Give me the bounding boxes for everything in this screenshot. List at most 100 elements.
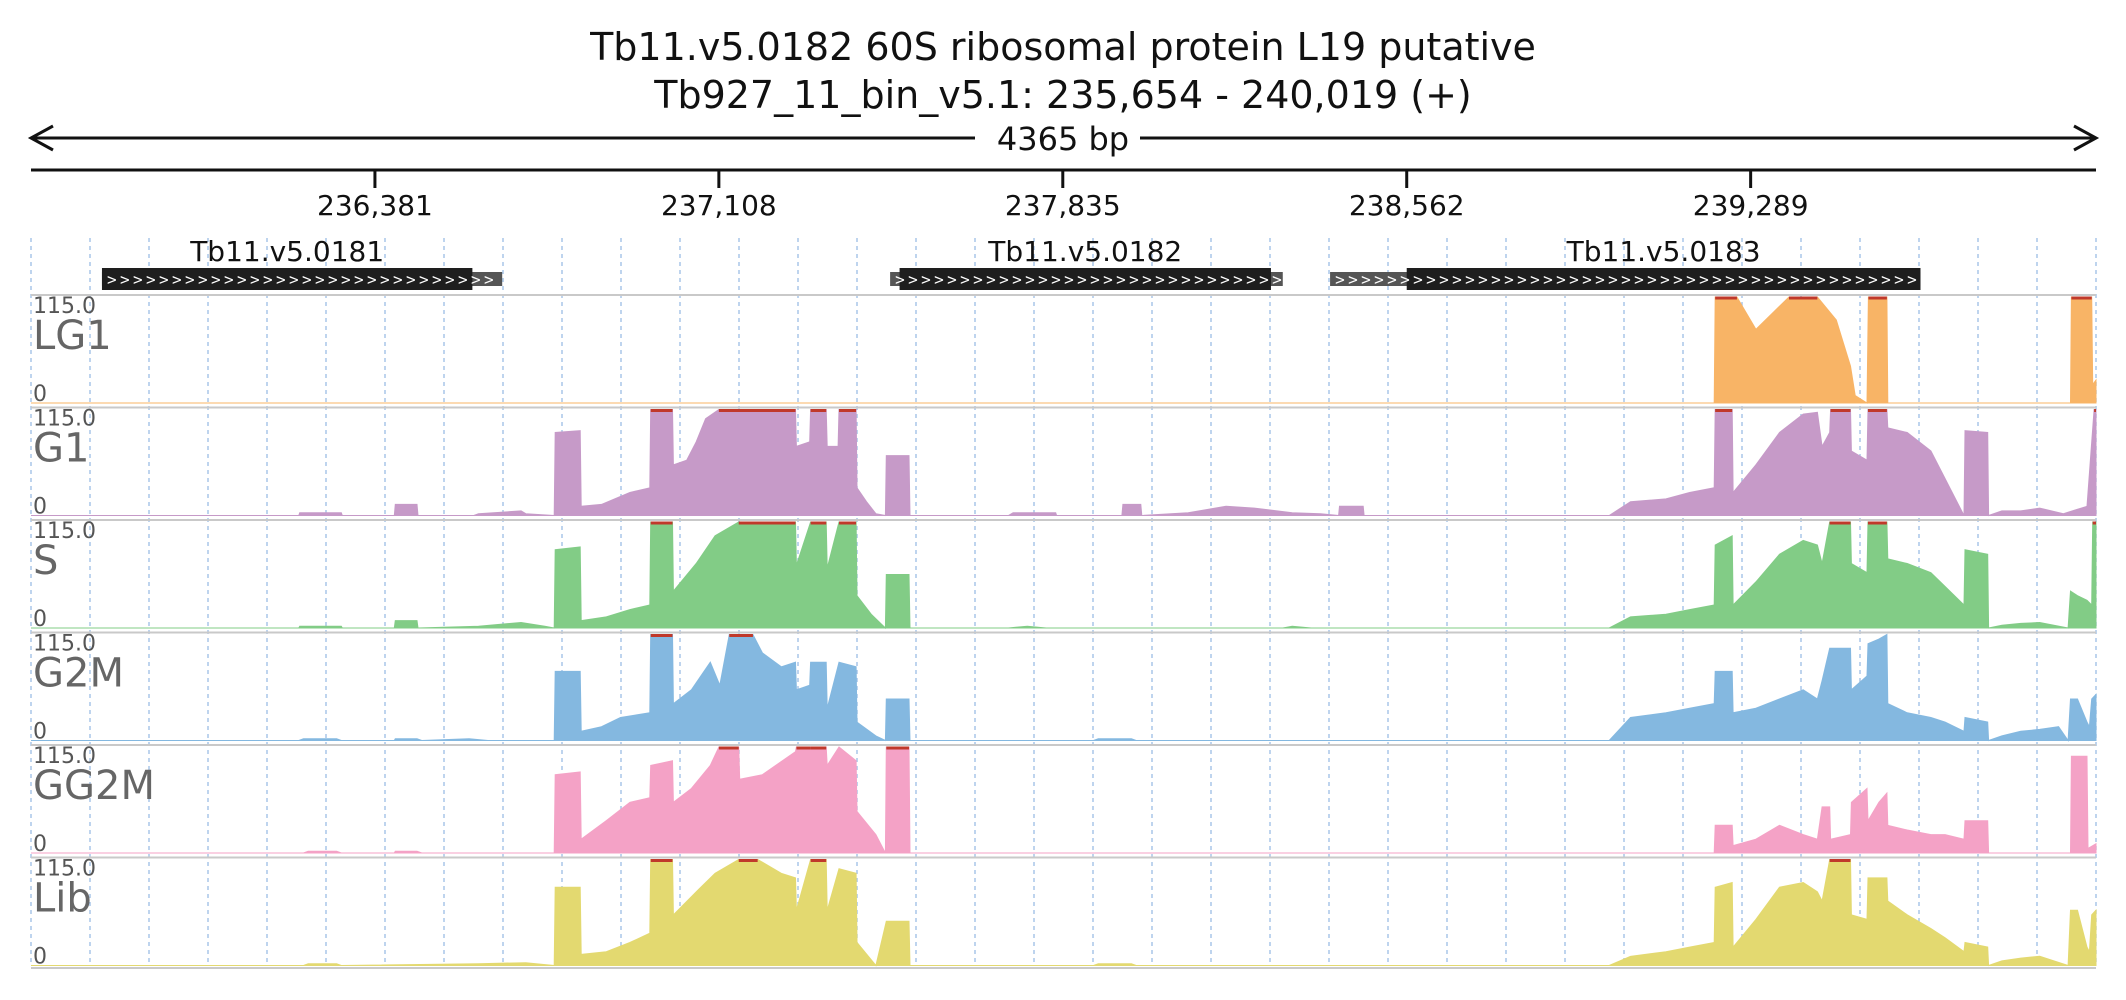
track-s: 115.0S 0: [31, 519, 2097, 632]
chart-subtitle: Tb927_11_bin_v5.1: 235,654 - 240,019 (+): [653, 73, 1472, 117]
strand-arrow: >: [341, 270, 351, 289]
strand-arrow: >: [1829, 270, 1839, 289]
track-name: GG2M: [33, 763, 155, 809]
strand-arrow: >: [947, 270, 957, 289]
strand-arrow: >: [1452, 270, 1462, 289]
strand-arrow: >: [276, 270, 286, 289]
strand-arrow: >: [1647, 270, 1657, 289]
strand-arrow: >: [1207, 270, 1217, 289]
strand-arrow: >: [1777, 270, 1787, 289]
track-name: LG1: [33, 313, 112, 359]
y-max-label: 115.0: [33, 632, 96, 657]
span-label: 4365 bp: [997, 120, 1129, 158]
track-name: G2M: [33, 651, 124, 697]
y-min-label: 0: [33, 720, 47, 745]
strand-arrow: >: [380, 270, 390, 289]
strand-arrow: >: [1660, 270, 1670, 289]
y-min-label: 0: [33, 495, 47, 520]
strand-arrow: >: [1116, 270, 1126, 289]
track-g1: 115.0G1 0: [31, 406, 2097, 520]
strand-arrow: >: [1907, 270, 1917, 289]
strand-arrow: >: [133, 270, 143, 289]
strand-arrow: >: [1064, 270, 1074, 289]
strand-arrow: >: [1816, 270, 1826, 289]
strand-arrow: >: [1881, 270, 1891, 289]
strand-arrow: >: [1894, 270, 1904, 289]
strand-arrow: >: [1374, 270, 1384, 289]
strand-arrow: >: [1246, 270, 1256, 289]
strand-arrow: >: [1621, 270, 1631, 289]
gene-cds: [899, 268, 1271, 290]
strand-arrow: >: [1608, 270, 1618, 289]
strand-arrow: >: [1038, 270, 1048, 289]
x-tick-label: 237,108: [661, 189, 777, 222]
strand-arrow: >: [1051, 270, 1061, 289]
strand-arrow: >: [1272, 270, 1282, 289]
strand-arrow: >: [1569, 270, 1579, 289]
strand-arrow: >: [484, 270, 494, 289]
strand-arrow: >: [1556, 270, 1566, 289]
strand-arrow: >: [973, 270, 983, 289]
strand-arrow: >: [1168, 270, 1178, 289]
strand-arrow: >: [432, 270, 442, 289]
x-axis: 236,381 237,108 237,835 238,562 239,289: [31, 168, 2096, 222]
y-max-label: 115.0: [33, 407, 96, 432]
strand-arrow: >: [1155, 270, 1165, 289]
strand-arrow: >: [1803, 270, 1813, 289]
strand-arrow: >: [1699, 270, 1709, 289]
track-name: S: [33, 538, 58, 584]
gene-label: Tb11.v5.0181: [189, 235, 384, 268]
strand-arrow: >: [419, 270, 429, 289]
strand-arrow: >: [1194, 270, 1204, 289]
strand-arrow: >: [393, 270, 403, 289]
strand-arrow: >: [120, 270, 130, 289]
strand-arrow: >: [289, 270, 299, 289]
strand-arrow: >: [1090, 270, 1100, 289]
strand-arrow: >: [1751, 270, 1761, 289]
strand-arrow: >: [328, 270, 338, 289]
strand-arrow: >: [1595, 270, 1605, 289]
strand-arrow: >: [1543, 270, 1553, 289]
strand-arrow: >: [1426, 270, 1436, 289]
strand-arrow: >: [1530, 270, 1540, 289]
y-max-label: 115.0: [33, 857, 96, 882]
strand-arrow: >: [1764, 270, 1774, 289]
strand-arrow: >: [1361, 270, 1371, 289]
strand-arrow: >: [1725, 270, 1735, 289]
y-min-label: 0: [33, 945, 47, 970]
strand-arrow: >: [1634, 270, 1644, 289]
strand-arrow: >: [1103, 270, 1113, 289]
strand-arrow: >: [1855, 270, 1865, 289]
strand-arrow: >: [1478, 270, 1488, 289]
strand-arrow: >: [934, 270, 944, 289]
strand-arrow: >: [445, 270, 455, 289]
strand-arrow: >: [263, 270, 273, 289]
coverage-area: [31, 746, 2097, 854]
strand-arrow: >: [1673, 270, 1683, 289]
y-min-label: 0: [33, 382, 47, 407]
gene-label: Tb11.v5.0182: [987, 235, 1182, 268]
strand-arrow: >: [1413, 270, 1423, 289]
strand-arrow: >: [1233, 270, 1243, 289]
strand-arrow: >: [986, 270, 996, 289]
y-min-label: 0: [33, 607, 47, 632]
strand-arrow: >: [224, 270, 234, 289]
strand-arrow: >: [185, 270, 195, 289]
strand-arrow: >: [1790, 270, 1800, 289]
strand-arrow: >: [960, 270, 970, 289]
strand-arrow: >: [367, 270, 377, 289]
coverage-tracks: 115.0LG10115.0G10115.0S0115.0G2M0115.0GG…: [31, 294, 2097, 970]
strand-arrow: >: [1025, 270, 1035, 289]
gene-models: > > > > > > > > > > > > > > > > > > > > > > > > > > > > > >Tb11.v5.01…: [101, 235, 1921, 290]
strand-arrow: >: [198, 270, 208, 289]
strand-arrow: >: [1220, 270, 1230, 289]
strand-arrow: >: [1491, 270, 1501, 289]
strand-arrow: >: [146, 270, 156, 289]
span-arrowhead-left: [27, 124, 54, 152]
strand-arrow: >: [172, 270, 182, 289]
strand-arrow: >: [315, 270, 325, 289]
strand-arrow: >: [1129, 270, 1139, 289]
